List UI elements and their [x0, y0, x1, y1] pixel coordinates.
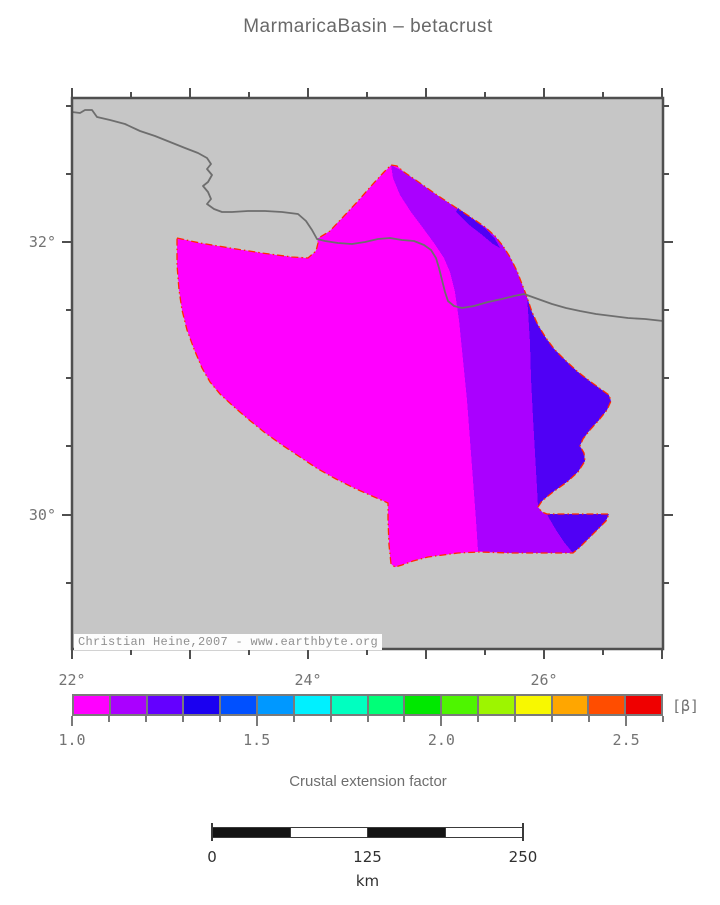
scalebar-label: 125 — [353, 848, 382, 866]
map-scalebar: 0 125 250 km — [207, 823, 537, 898]
colorbar-scale: 1.0 1.5 2.0 2.5 — [58, 694, 664, 756]
colorbar-tick-label: 1.5 — [243, 731, 271, 749]
x-axis-label-26: 26° — [530, 671, 558, 689]
colorbar-minor-tick — [514, 716, 517, 722]
colorbar-cell — [515, 696, 551, 714]
colorbar-minor-tick — [403, 716, 406, 722]
colorbar-tick-label: 2.0 — [427, 731, 455, 749]
colorbar-bar — [72, 694, 663, 716]
colorbar-minor-tick — [181, 716, 184, 722]
colorbar-minor-tick — [477, 716, 480, 722]
colorbar-minor-tick — [107, 716, 110, 722]
colorbar-cell — [589, 696, 625, 714]
colorbar-cell — [331, 696, 367, 714]
basin-region-beta-1-2-south — [547, 514, 609, 553]
basin-boundary-outline — [176, 164, 612, 568]
y-axis-label-30: 30° — [28, 506, 56, 524]
colorbar-tick-label: 2.5 — [612, 731, 640, 749]
colorbar-cell — [294, 696, 330, 714]
scalebar-segment — [368, 828, 446, 837]
scalebar-right-cap — [522, 823, 524, 841]
page-title: MarmaricaBasin – betacrust — [243, 16, 493, 37]
scalebar-label: 250 — [508, 848, 538, 866]
colorbar-cell — [552, 696, 588, 714]
colorbar-minor-tick — [292, 716, 295, 722]
colorbar-cell — [147, 696, 183, 714]
colorbar-minor-tick — [366, 716, 369, 722]
colorbar-cell — [184, 696, 220, 714]
colorbar-tick-label: 1.0 — [58, 731, 86, 749]
coastline — [71, 109, 664, 322]
colorbar-minor-tick — [588, 716, 591, 722]
colorbar-cell — [221, 696, 257, 714]
colorbar-minor-tick — [551, 716, 554, 722]
colorbar-major-tick — [625, 716, 628, 726]
colorbar-cell — [442, 696, 477, 714]
colorbar-minor-tick — [144, 716, 147, 722]
colorbar-cell — [74, 696, 109, 714]
colorbar-cell — [626, 696, 661, 714]
colorbar-major-tick — [255, 716, 258, 726]
attribution-text: Christian Heine,2007 - www.earthbyte.org — [74, 634, 383, 650]
basin-region-beta-1-1 — [391, 165, 573, 553]
map — [62, 88, 673, 659]
scalebar-segment — [213, 828, 291, 837]
basin-region-beta-1-2 — [527, 297, 611, 507]
scalebar-unit-label: km — [355, 872, 380, 890]
scalebar-segment — [445, 828, 522, 837]
colorbar-minor-tick — [662, 716, 664, 722]
x-axis-label-24: 24° — [294, 671, 322, 689]
basin-region-beta-1-2-north-sliver — [456, 208, 500, 248]
map-ticks — [62, 88, 673, 659]
scalebar-segment — [290, 828, 368, 837]
colorbar-major-tick — [71, 716, 73, 726]
colorbar-cell — [368, 696, 404, 714]
colorbar-major-tick — [440, 716, 443, 726]
colorbar-minor-tick — [218, 716, 221, 722]
scalebar-bar — [212, 827, 523, 838]
colorbar-cell — [110, 696, 146, 714]
x-axis-label-22: 22° — [58, 671, 86, 689]
colorbar-caption: Crustal extension factor — [289, 773, 447, 790]
colorbar-cell — [258, 696, 293, 714]
colorbar-unit-label: [β] — [672, 697, 700, 715]
colorbar-cell — [405, 696, 441, 714]
colorbar-cell — [478, 696, 514, 714]
y-axis-label-32: 32° — [28, 233, 56, 251]
scalebar-label: 0 — [207, 848, 217, 866]
colorbar-minor-tick — [329, 716, 332, 722]
